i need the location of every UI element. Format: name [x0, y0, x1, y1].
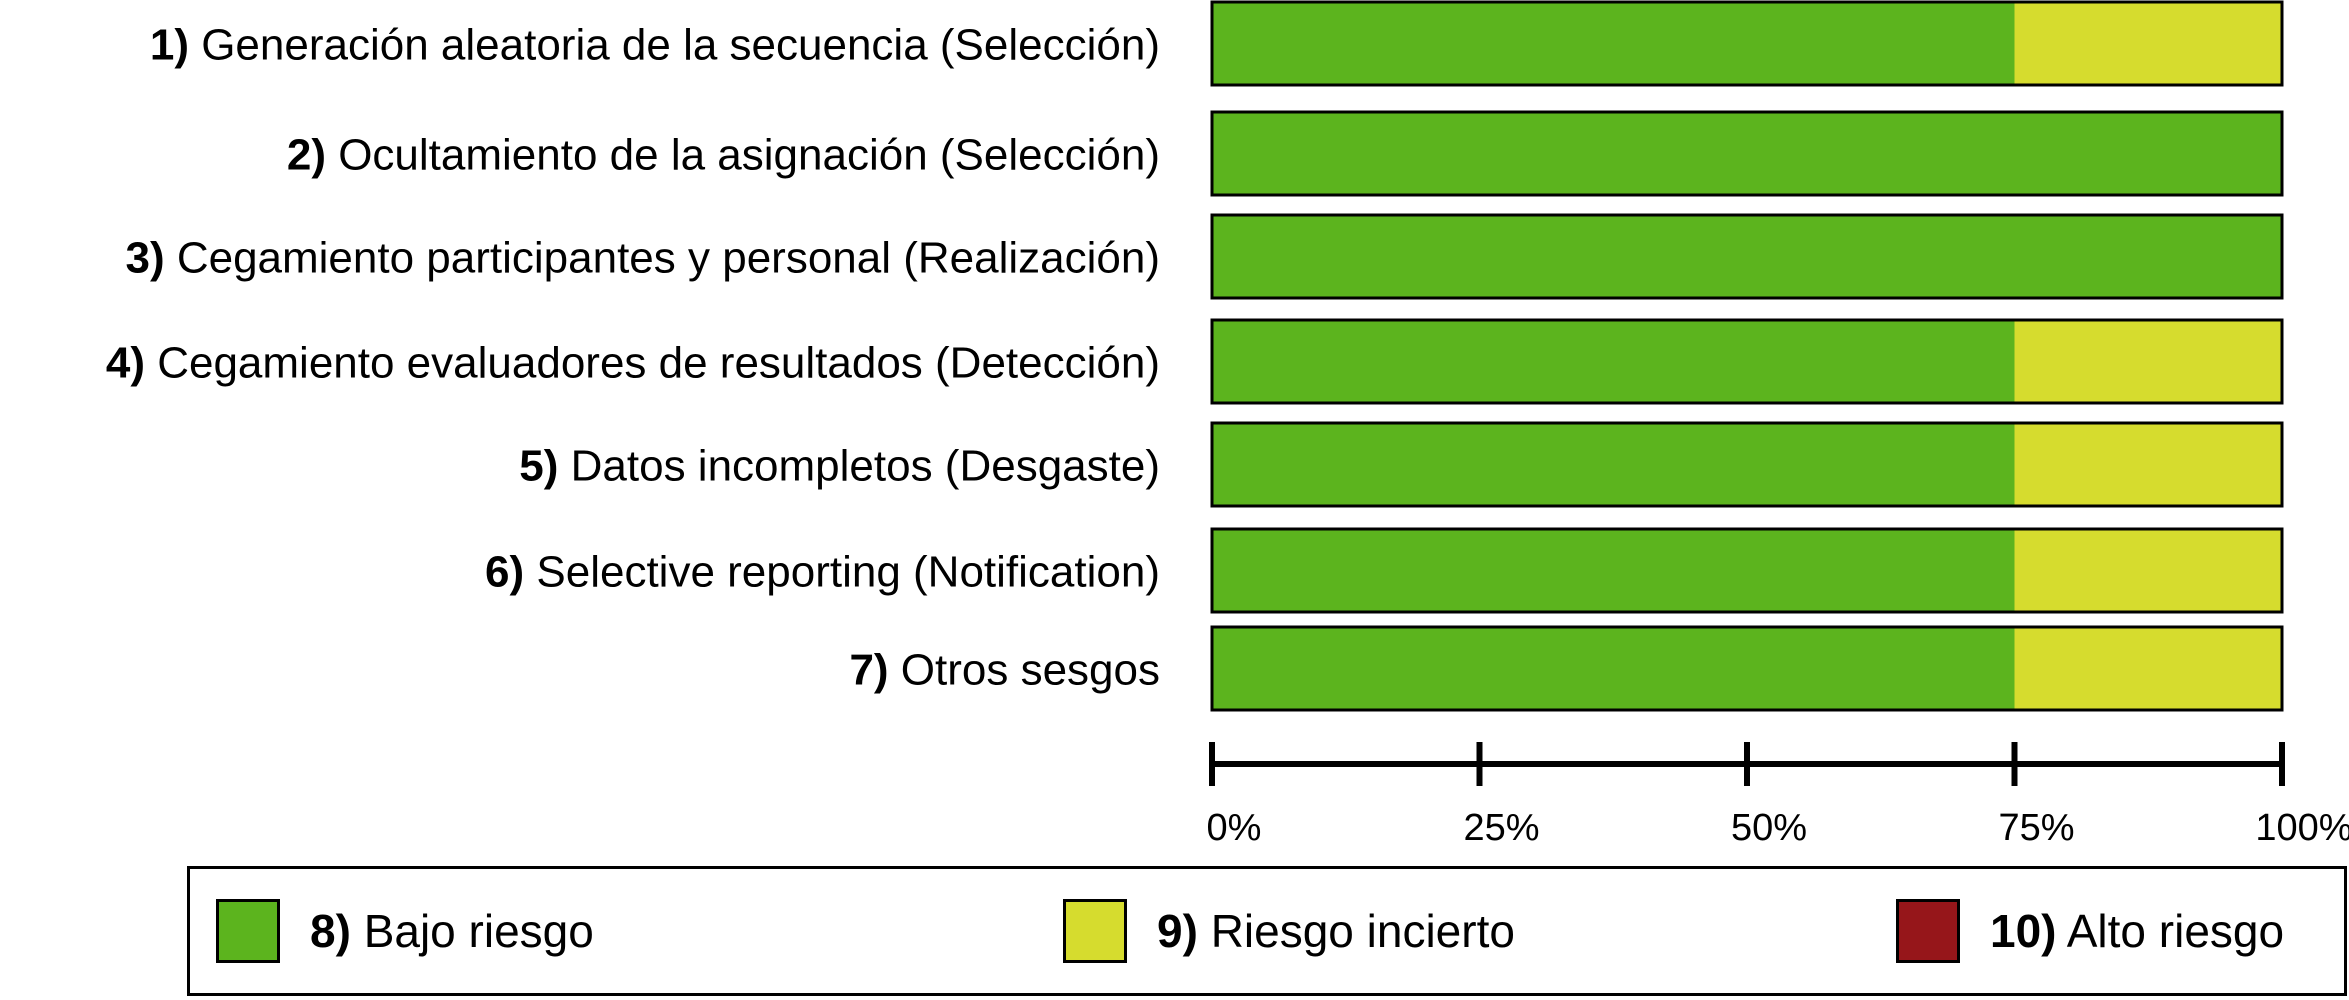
legend-number: 9) — [1157, 905, 1198, 957]
legend-label: Riesgo incierto — [1210, 905, 1515, 957]
x-tick-label: 75% — [1998, 807, 2074, 849]
bar-outline — [1210, 318, 2284, 405]
legend-swatch-low-risk — [216, 899, 280, 963]
category-number: 6) — [485, 548, 524, 597]
bar-outline — [1210, 110, 2284, 197]
bar-outline — [1210, 421, 2284, 508]
x-tick-label: 100% — [2255, 807, 2349, 849]
category-number: 1) — [150, 21, 189, 70]
bar-segment-low-risk — [1212, 423, 2015, 506]
bar-outline — [1210, 213, 2284, 300]
category-label: 7) Otros sesgos — [849, 646, 1160, 695]
bar-segment-low-risk — [1212, 627, 2015, 710]
bar-segment-unclear-risk — [2014, 627, 2282, 710]
legend-item-high-risk: 10) Alto riesgo — [1896, 869, 2284, 993]
bar-segment-unclear-risk — [2014, 2, 2282, 85]
category-text: Cegamiento participantes y personal (Rea… — [165, 234, 1160, 283]
bar-segment-low-risk — [1212, 529, 2015, 612]
bar-outline — [1210, 527, 2284, 614]
bar-segment-unclear-risk — [2014, 320, 2282, 403]
bar-segment-low-risk — [1212, 215, 2282, 298]
category-label: 4) Cegamiento evaluadores de resultados … — [106, 339, 1160, 388]
legend-item-unclear-risk: 9) Riesgo incierto — [1063, 869, 1515, 993]
bar-segment-unclear-risk — [2014, 529, 2282, 612]
category-label: 5) Datos incompletos (Desgaste) — [519, 442, 1160, 491]
legend-number: 8) — [310, 905, 351, 957]
category-label: 2) Ocultamiento de la asignación (Selecc… — [287, 131, 1160, 180]
bar-segment-low-risk — [1212, 320, 2015, 403]
bar-outline — [1210, 0, 2284, 87]
category-label: 6) Selective reporting (Notification) — [485, 548, 1160, 597]
legend-item-low-risk: 8) Bajo riesgo — [216, 869, 594, 993]
legend-label: Alto riesgo — [2066, 905, 2285, 957]
legend-label: Bajo riesgo — [363, 905, 594, 957]
bar-segment-low-risk — [1212, 2, 2015, 85]
legend-swatch-high-risk — [1896, 899, 1960, 963]
bar-segment-unclear-risk — [2014, 423, 2282, 506]
bar-outline — [1210, 625, 2284, 712]
x-tick-label: 50% — [1731, 807, 1807, 849]
legend-number: 10) — [1990, 905, 2057, 957]
category-number: 3) — [125, 234, 164, 283]
category-label: 3) Cegamiento participantes y personal (… — [125, 234, 1160, 283]
bar-segment-low-risk — [1212, 112, 2282, 195]
category-text: Generación aleatoria de la secuencia (Se… — [189, 21, 1160, 70]
category-number: 5) — [519, 442, 558, 491]
category-number: 7) — [849, 646, 888, 695]
risk-of-bias-chart: 1) Generación aleatoria de la secuencia … — [106, 0, 2349, 849]
category-text: Otros sesgos — [889, 646, 1160, 695]
category-number: 4) — [106, 339, 145, 388]
category-text: Cegamiento evaluadores de resultados (De… — [145, 339, 1160, 388]
category-text: Selective reporting (Notification) — [524, 548, 1160, 597]
legend-swatch-unclear-risk — [1063, 899, 1127, 963]
legend: 8) Bajo riesgo 9) Riesgo incierto 10) Al… — [187, 866, 2347, 996]
x-tick-label: 25% — [1463, 807, 1539, 849]
category-text: Ocultamiento de la asignación (Selección… — [326, 131, 1160, 180]
category-label: 1) Generación aleatoria de la secuencia … — [150, 21, 1160, 70]
category-text: Datos incompletos (Desgaste) — [558, 442, 1160, 491]
x-tick-label: 0% — [1207, 807, 1262, 849]
category-number: 2) — [287, 131, 326, 180]
